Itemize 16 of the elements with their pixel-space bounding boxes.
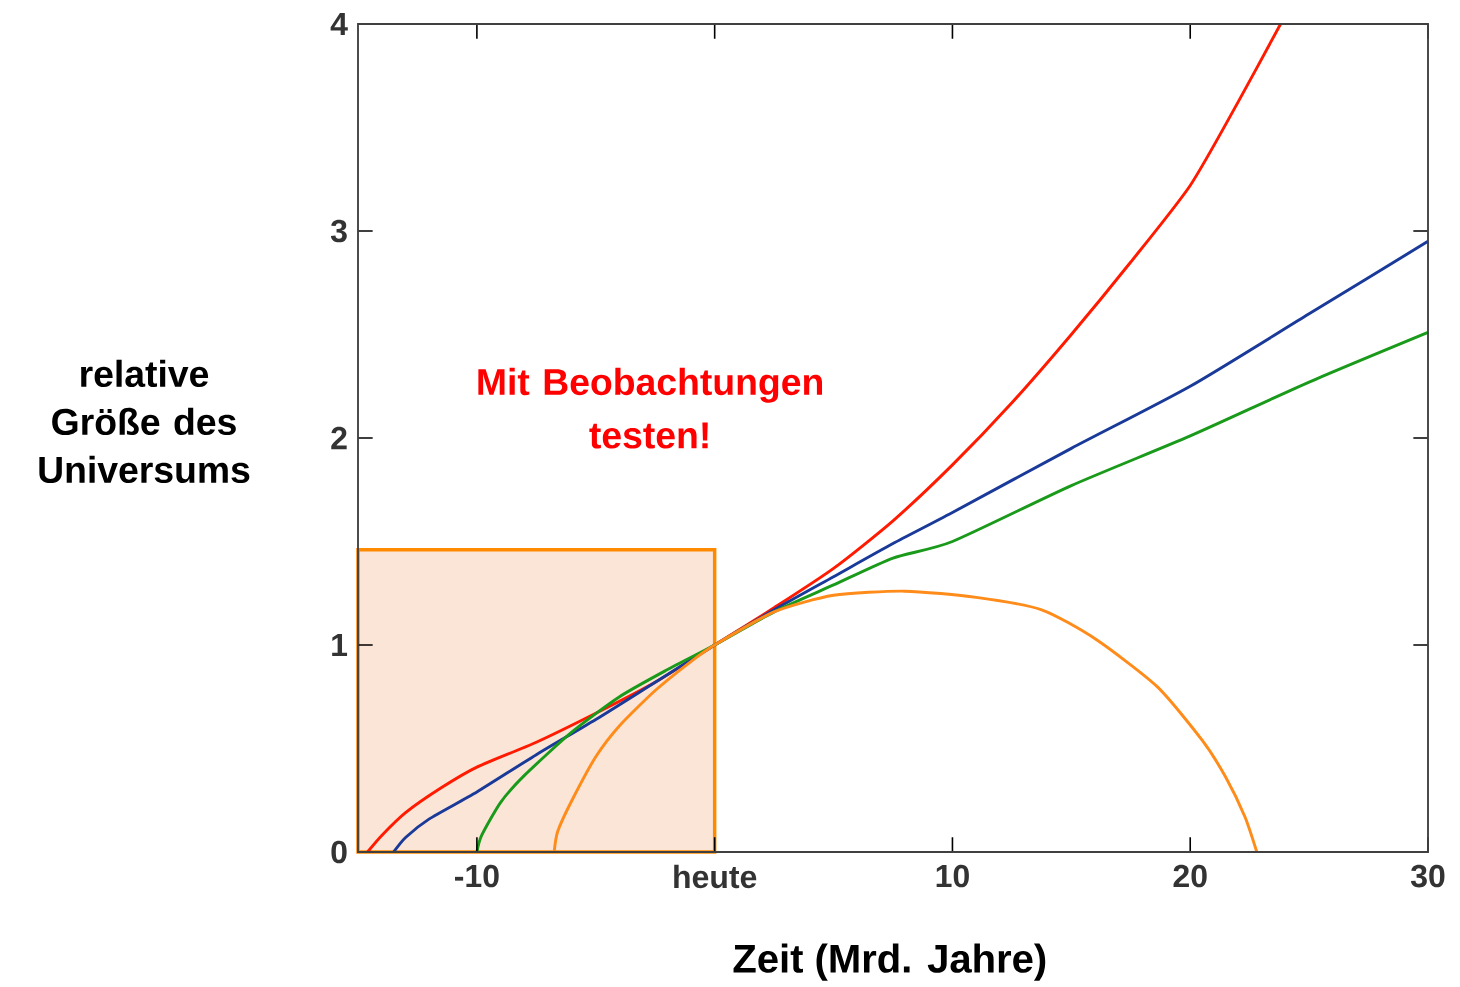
y-tick-label: 2: [331, 426, 347, 450]
y-axis-title: relative Größe des Universums: [39, 359, 250, 484]
x-tick-label: 30: [1410, 864, 1445, 888]
line-series: [392, 239, 1430, 854]
x-axis-title: Zeit (Mrd. Jahre): [733, 943, 1046, 981]
y-tick-label: 0: [331, 840, 347, 864]
x-tick-label: heute: [674, 864, 757, 889]
line-series: [475, 330, 1430, 854]
line-series: [552, 589, 1259, 854]
x-tick-label: 10: [936, 864, 969, 888]
x-tick-label: 20: [1173, 864, 1207, 888]
annotation: Mit Beobachtungen testen!: [478, 367, 823, 449]
y-tick-label: 3: [330, 219, 347, 243]
x-tick-label: -10: [455, 864, 499, 888]
y-tick-label: 1: [332, 633, 348, 656]
y-tick-label: 4: [330, 12, 348, 35]
